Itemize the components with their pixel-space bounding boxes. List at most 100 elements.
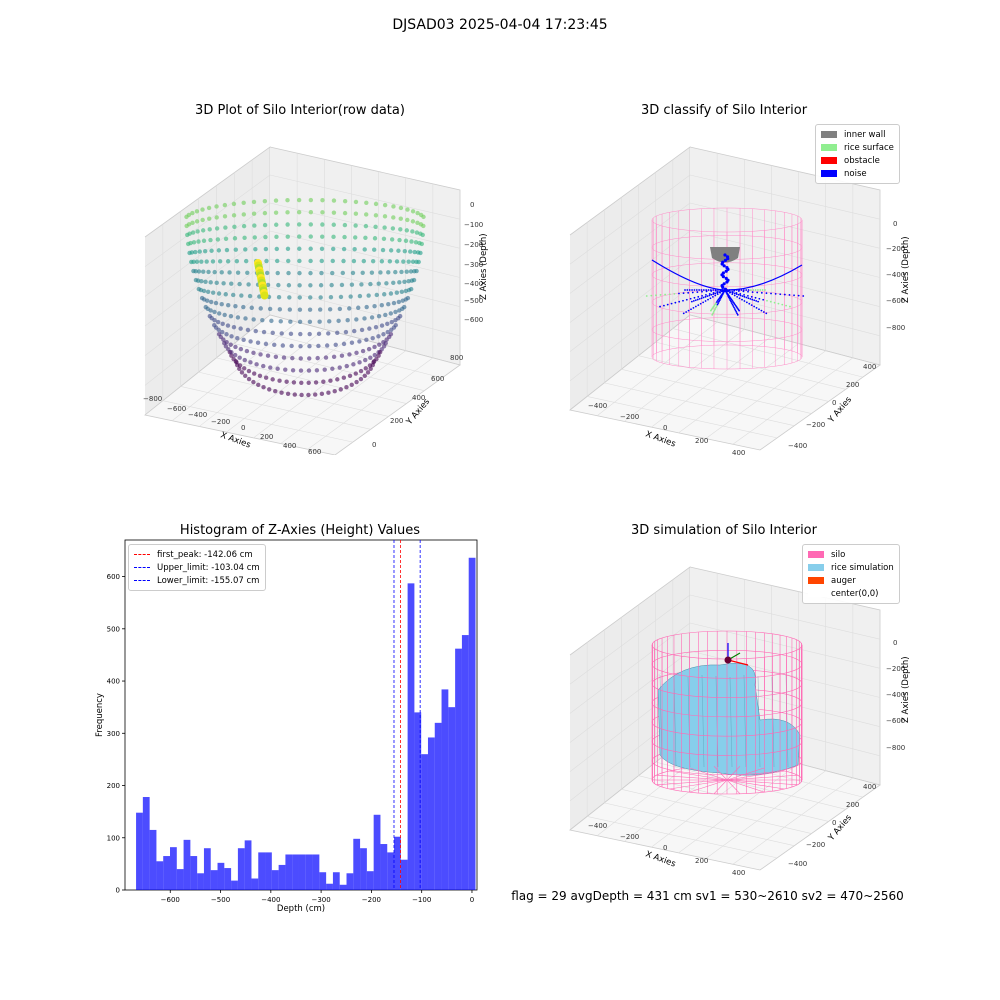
classified-point [751, 291, 754, 294]
raw-point [208, 237, 213, 243]
raw-point [354, 317, 359, 322]
raw-point [313, 392, 318, 397]
raw-point [331, 354, 337, 359]
classified-point [751, 298, 754, 301]
classified-point [762, 311, 765, 313]
raw-point [320, 210, 325, 215]
histogram-bar [203, 848, 211, 890]
raw-point [415, 210, 420, 216]
raw-3d-point-cloud [184, 197, 426, 398]
raw-point [241, 212, 246, 217]
raw-point [296, 197, 302, 203]
raw-point [399, 269, 404, 275]
noise-point [721, 275, 725, 279]
classified-point [736, 312, 738, 315]
raw-point [246, 376, 252, 382]
classified-point [704, 300, 707, 302]
classified-point [734, 309, 737, 312]
raw-ztick: −100 [464, 221, 483, 229]
classified-point [761, 289, 764, 291]
raw-point [268, 365, 273, 370]
raw-point [408, 286, 414, 292]
raw-point [380, 247, 386, 253]
raw-point [255, 340, 261, 345]
raw-point [330, 258, 335, 264]
histogram-bar [332, 872, 340, 890]
raw-point [231, 292, 236, 298]
raw-point [237, 366, 242, 371]
raw-point [349, 340, 355, 345]
histogram-xlabel: Depth (cm) [277, 904, 325, 914]
raw-point [242, 357, 247, 363]
raw-point [216, 319, 221, 325]
raw-point [241, 200, 246, 206]
histogram-bar [319, 872, 327, 890]
raw-point [226, 303, 231, 308]
classified-point [733, 292, 736, 295]
raw-point [287, 307, 293, 312]
classified-point [749, 289, 752, 291]
raw-point [217, 259, 223, 264]
raw-point [297, 270, 302, 276]
raw-point [251, 350, 256, 356]
classified-point [725, 292, 728, 294]
raw-point [206, 205, 212, 211]
classified-point [741, 298, 743, 301]
raw-point [393, 309, 398, 315]
raw-point [307, 356, 312, 361]
classified-point [749, 297, 752, 300]
raw-point [204, 259, 209, 264]
raw-point [339, 282, 345, 288]
raw-point [363, 357, 368, 363]
classified-point [745, 289, 748, 291]
histogram-bar [461, 635, 469, 890]
raw-point [290, 355, 295, 361]
classified-point [740, 289, 743, 291]
legend-item-silo: silo [808, 548, 894, 561]
classified-point [733, 294, 736, 297]
classified-point [724, 290, 727, 293]
raw-point [297, 319, 303, 325]
classified-point [704, 295, 707, 298]
raw-point [369, 270, 375, 275]
classified-point [760, 291, 763, 294]
histogram-chart: −600 −500 −400 −300 −200 −100 0 0 100 200 300 400 5… [95, 539, 478, 914]
raw-point [270, 377, 275, 382]
raw-point [415, 220, 420, 226]
classified-point [678, 300, 681, 303]
histogram-bar [414, 712, 422, 890]
raw-point [328, 378, 333, 383]
raw-xtick: 0 [241, 424, 245, 432]
raw-point [222, 214, 228, 219]
raw-point [357, 293, 363, 299]
simulation-xtick: 0 [663, 844, 667, 852]
classified-point [728, 291, 731, 294]
raw-point [307, 344, 312, 349]
raw-point [278, 319, 283, 324]
classified-point [713, 309, 716, 312]
simulation-xlabel: X Axies [644, 849, 677, 869]
raw-point [216, 327, 221, 333]
raw-point [328, 295, 334, 300]
raw-point [410, 259, 416, 264]
raw-point [307, 307, 313, 312]
classified-point [717, 302, 720, 305]
raw-point [237, 281, 242, 287]
raw-point [243, 258, 249, 264]
raw-point [307, 319, 313, 325]
classified-point [694, 299, 697, 302]
classified-point [693, 289, 696, 291]
classified-point [716, 291, 719, 294]
histogram-title: Histogram of Z-Axies (Height) Values [179, 523, 421, 538]
raw-point [308, 283, 313, 288]
raw-point [341, 341, 347, 347]
raw-point [285, 246, 291, 252]
raw-point [215, 237, 221, 242]
raw-point [235, 335, 240, 341]
raw-point [378, 270, 383, 275]
simulation-ztick: −800 [886, 744, 905, 752]
raw-point [406, 259, 411, 264]
raw-point [344, 385, 349, 390]
classified-point [684, 289, 686, 291]
raw-point [187, 231, 192, 236]
